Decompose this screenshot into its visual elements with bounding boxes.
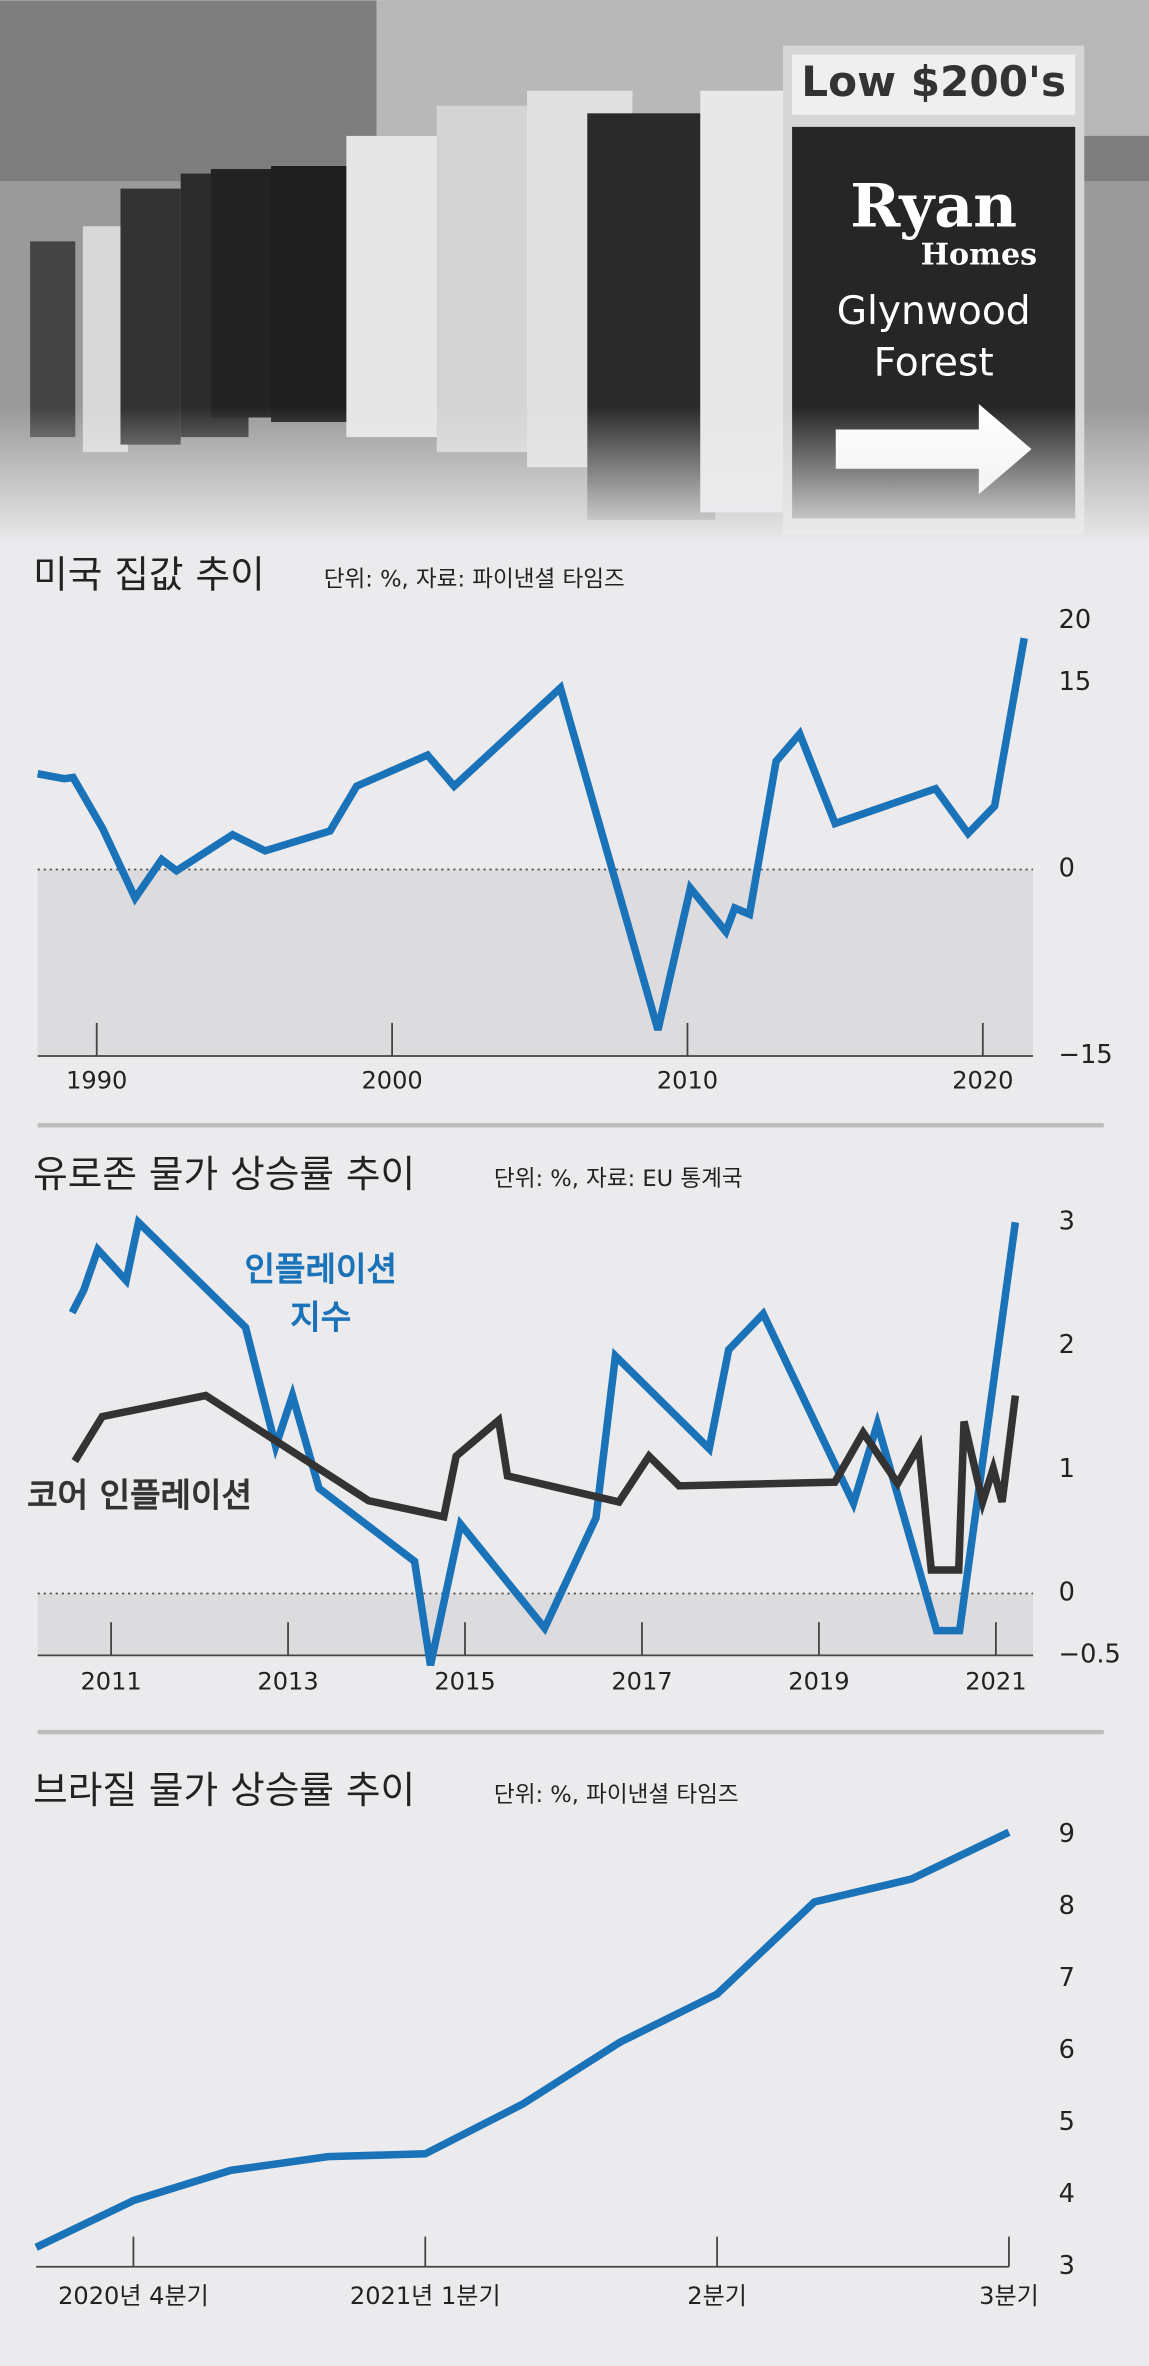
y-tick-label: 3 (1059, 1206, 1075, 1236)
x-tick-label: 2000 (361, 1067, 422, 1095)
sign-text: Forest (874, 340, 994, 385)
series-label: 코어 인플레이션 (27, 1477, 253, 1516)
x-tick-label: 1990 (66, 1067, 127, 1095)
y-tick-label: 1 (1059, 1454, 1075, 1484)
x-tick-label: 2013 (257, 1667, 318, 1695)
chart-subtitle: 단위: %, 자료: EU 통계국 (494, 1166, 743, 1192)
y-tick-label: 0 (1059, 853, 1075, 883)
y-tick-label: 0 (1059, 1577, 1075, 1607)
series-label-box: 코어 인플레이션 (27, 1477, 253, 1516)
x-tick-label: 2017 (611, 1667, 672, 1695)
chart-subtitle: 단위: %, 파이낸셜 타임즈 (494, 1782, 739, 1808)
y-tick-label: −15 (1059, 1040, 1113, 1070)
sign (436, 105, 543, 453)
y-tick-label: 6 (1059, 2035, 1075, 2065)
x-tick-label: 3분기 (979, 2282, 1039, 2310)
chart-title: 브라질 물가 상승률 추이 (33, 1768, 415, 1812)
sign (210, 169, 279, 418)
line-series (34, 1828, 1011, 2251)
sign-text: Glynwood (837, 289, 1031, 334)
sign-text: Ryan (850, 171, 1017, 242)
chart-title: 유로존 물가 상승률 추이 (33, 1152, 415, 1196)
y-tick-label: 20 (1059, 605, 1092, 635)
series-label-box: 인플레이션 지수 (244, 1251, 397, 1338)
line-series (68, 1214, 1020, 1667)
line-series (71, 1391, 1020, 1574)
x-tick-label: 2020 (952, 1067, 1013, 1095)
sign-text: Homes (921, 237, 1038, 272)
sign (120, 188, 181, 445)
y-tick-label: 7 (1059, 1963, 1075, 1993)
x-tick-label: 2015 (434, 1667, 495, 1695)
y-tick-label: 2 (1059, 1330, 1075, 1360)
negative-region (37, 869, 1034, 1057)
x-tick-label: 2011 (80, 1667, 141, 1695)
y-tick-label: 9 (1059, 1819, 1075, 1849)
x-tick-label: 2021년 1분기 (350, 2282, 501, 2310)
x-tick-label: 2020년 4분기 (58, 2282, 209, 2310)
y-tick-label: 15 (1059, 667, 1092, 697)
sign (271, 166, 354, 423)
sign-top (792, 54, 1076, 115)
x-tick-label: 2019 (788, 1667, 849, 1695)
photo: Low $200's Ryan Homes Glynwood Forest (0, 0, 1149, 546)
y-tick-label: 4 (1059, 2179, 1075, 2209)
x-tick-label: 2분기 (687, 2282, 747, 2310)
y-tick-label: −0.5 (1059, 1639, 1121, 1669)
y-tick-label: 8 (1059, 1891, 1075, 1921)
negative-region (37, 1593, 1034, 1656)
chart-title: 미국 집값 추이 (33, 553, 265, 597)
sign (30, 241, 76, 438)
y-tick-label: 3 (1059, 2251, 1075, 2281)
line-series (36, 637, 1028, 1031)
sign-text: Low $200's (801, 57, 1066, 106)
y-tick-label: 5 (1059, 2107, 1075, 2137)
chart-subtitle: 단위: %, 자료: 파이낸셜 타임즈 (324, 567, 625, 593)
series-label: 인플레이션 지수 (244, 1251, 397, 1338)
x-tick-label: 2010 (657, 1067, 718, 1095)
photo-fade (0, 406, 1149, 546)
sign (346, 135, 452, 438)
x-tick-label: 2021 (965, 1667, 1026, 1695)
